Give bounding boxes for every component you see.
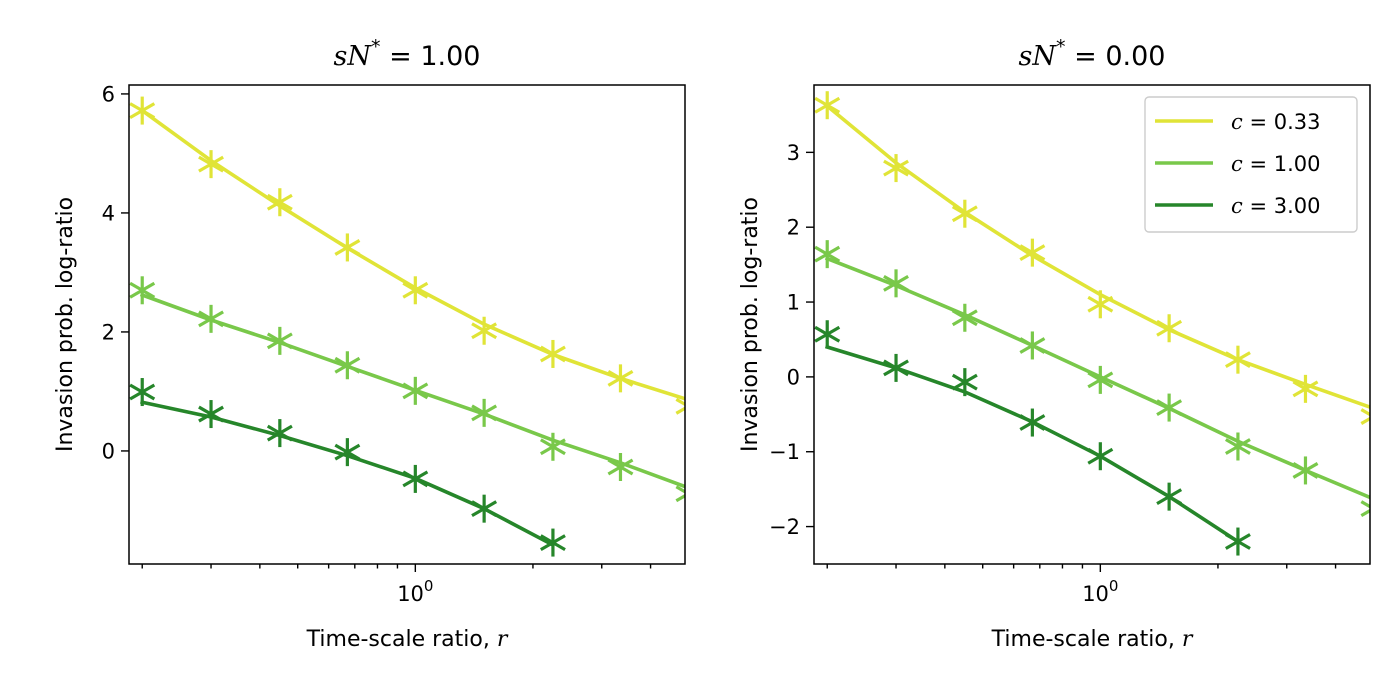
data-point-1-5 [1087,290,1114,319]
data-point-1-6 [471,316,498,345]
legend-label-2: c = 1.00 [1231,152,1320,176]
chart-title: sN* = 0.00 [1019,36,1166,72]
data-point-3-1 [814,320,841,349]
data-point-3-2 [198,400,224,429]
plot-area [129,96,685,557]
data-point-2-6 [471,398,498,427]
chart-title: sN* = 1.00 [334,36,481,72]
data-point-1-2 [883,154,909,183]
data-point-1-8 [607,364,634,393]
axes-frame [813,84,1371,565]
data-point-3-2 [883,353,909,382]
y-tick-label: −2 [769,515,800,539]
y-tick-label: 0 [102,439,115,463]
data-point-2-6 [1156,393,1183,422]
chart-panel-1: sN* = 1.00 100 0 2 4 6 Time-scale ratio, r Inva… [53,36,686,652]
data-point-1-9 [675,397,685,415]
legend-label-3: c = 3.00 [1231,194,1320,218]
data-point-2-8 [1292,456,1319,485]
data-point-3-5 [1087,442,1114,471]
data-point-1-8 [1292,374,1319,403]
data-point-2-2 [198,304,224,333]
x-tick-label: 100 [397,577,433,606]
data-point-1-4 [334,233,361,262]
series-line-3 [140,400,556,548]
x-tick-label: 100 [1082,577,1118,606]
data-point-1-5 [402,276,429,305]
data-point-1-7 [1225,345,1251,374]
data-point-2-8 [607,453,634,482]
y-axis-label: Invasion prob. log-ratio [53,197,78,452]
data-point-3-4 [334,438,361,467]
series-line-3 [824,344,1241,544]
series-line-1 [139,108,685,401]
axes-frame [128,84,686,565]
data-point-1-3 [266,188,293,217]
data-point-1-1 [129,96,156,125]
data-point-1-4 [1019,238,1046,267]
y-axis-label: Invasion prob. log-ratio [738,197,763,452]
y-tick-label: 2 [102,320,115,344]
y-tick-label: 2 [787,216,800,240]
data-point-1-6 [1156,314,1183,343]
data-point-3-5 [402,464,429,493]
data-point-3-7 [540,528,566,557]
data-point-2-3 [951,303,978,332]
data-point-2-5 [402,376,429,405]
data-point-2-1 [129,276,156,305]
data-point-2-7 [540,432,566,461]
data-point-2-5 [1087,365,1114,394]
data-point-3-7 [1225,527,1251,556]
data-point-1-2 [198,150,224,179]
data-point-3-3 [266,419,293,448]
data-point-2-3 [266,326,293,355]
y-tick-label: 6 [102,82,115,106]
data-point-1-9 [1360,408,1370,425]
y-tick-label: 3 [787,141,800,165]
data-point-2-9 [675,485,685,503]
chart-panel-2: sN* = 0.00 100 −2 −1 0 1 2 3 Time-scale ratio, r… [738,36,1371,652]
data-point-1-3 [951,199,978,228]
y-tick-label: 4 [102,201,115,225]
data-point-1-7 [540,339,566,368]
data-point-3-6 [471,494,498,523]
y-tick-label: 1 [787,291,800,315]
data-point-2-4 [334,351,361,380]
x-axis-label: Time-scale ratio, r [306,627,509,652]
data-point-3-1 [129,378,156,407]
data-point-3-6 [1156,482,1183,511]
data-point-2-1 [814,240,841,269]
y-tick-label: 0 [787,365,800,389]
data-point-3-4 [1019,408,1046,437]
data-point-2-2 [883,269,909,298]
data-point-2-4 [1019,331,1046,360]
legend: c = 0.33 c = 1.00 c = 3.00 [1144,96,1358,233]
x-axis-label: Time-scale ratio, r [991,627,1194,652]
y-tick-label: −1 [769,440,800,464]
legend-box [1144,96,1358,233]
legend-label-1: c = 0.33 [1231,110,1320,134]
plot-area [814,91,1370,556]
data-point-2-9 [1360,500,1370,518]
data-point-3-3 [951,368,978,397]
data-point-1-1 [814,91,841,120]
data-point-2-7 [1225,432,1251,461]
